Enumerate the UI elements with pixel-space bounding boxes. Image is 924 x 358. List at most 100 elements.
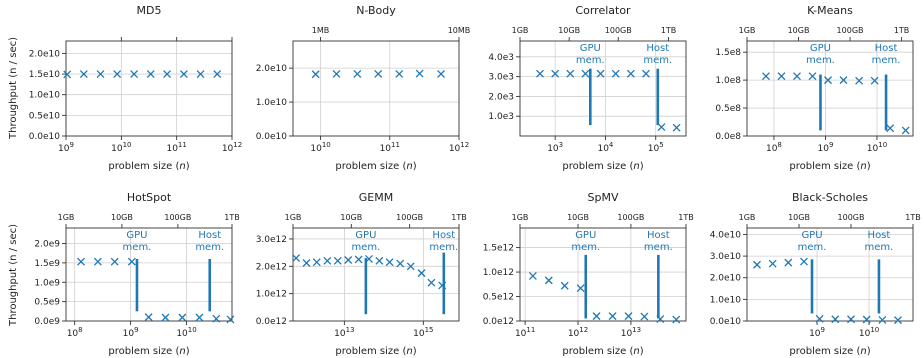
data-point: [831, 315, 840, 324]
chart-title: Correlator: [575, 4, 631, 17]
top-tick-label: 10GB: [558, 26, 580, 35]
plot-frame: [519, 227, 687, 322]
data-point: [815, 314, 824, 323]
x-tick-label: 109: [809, 326, 825, 339]
data-point: [292, 254, 301, 263]
data-point: [417, 269, 426, 278]
y-tick-label: 0.0e10: [256, 132, 288, 142]
x-axis-label: problem size (n): [335, 346, 416, 357]
top-tick-label: 10GB: [567, 213, 589, 222]
data-point: [870, 76, 879, 85]
x-tick-label: 104: [597, 141, 613, 154]
top-tick-label: 1TB: [451, 213, 466, 222]
data-point: [438, 281, 447, 290]
data-point: [566, 69, 575, 78]
memory-limit-label: GPU: [126, 230, 147, 241]
data-point: [63, 70, 72, 79]
data-point: [592, 312, 601, 321]
data-point: [213, 70, 222, 79]
top-tick-label: 100GB: [164, 213, 191, 222]
data-point: [375, 256, 384, 265]
y-tick-label: 0.5e12: [483, 293, 514, 303]
data-point: [777, 72, 786, 81]
top-tick-label: 1GB: [512, 26, 529, 35]
data-point: [768, 259, 777, 268]
chart-gemm: GEMM 1013 1015 1GB 10GB 100GB 1TB 0.0e12 1.0e12 2…: [256, 191, 467, 357]
data-point: [374, 69, 383, 78]
top-tick-label: 1GB: [739, 26, 756, 35]
top-tick-label: 10GB: [788, 26, 810, 35]
memory-limit-label: mem.: [195, 242, 224, 253]
memory-limit-label: mem.: [571, 242, 600, 253]
chart-title: HotSpot: [127, 191, 172, 204]
y-tick-label: 1.0e9: [34, 278, 60, 288]
data-point: [178, 313, 187, 322]
top-tick-label: 100GB: [838, 213, 865, 222]
data-point: [311, 70, 320, 79]
y-tick-label: 1.5e9: [34, 259, 60, 269]
data-point: [437, 69, 445, 78]
memory-limit-label: Host: [647, 230, 670, 241]
y-tick-label: 1.0e12: [256, 290, 287, 300]
data-point: [657, 123, 666, 132]
memory-limit-label: GPU: [580, 43, 601, 54]
x-axis-label: problem size (n): [562, 346, 643, 357]
memory-limit-label: Host: [868, 230, 891, 241]
data-point: [77, 257, 85, 266]
data-point: [855, 76, 864, 85]
data-point: [626, 69, 635, 78]
y-tick-label: 2.0e10: [710, 274, 742, 284]
data-point: [96, 70, 105, 79]
x-tick-label: 1013: [334, 326, 354, 339]
data-point: [93, 257, 102, 266]
y-tick-label: 4.0e3: [488, 53, 514, 63]
data-point: [332, 69, 341, 78]
y-tick-label: 1.0e10: [256, 98, 288, 108]
x-axis-label: problem size (n): [562, 161, 643, 172]
y-tick-label: 0.5e8: [715, 104, 741, 114]
top-tick-label: 1TB: [224, 213, 239, 222]
y-tick-label: 4.0e10: [710, 230, 742, 240]
memory-limit-label: Host: [875, 43, 898, 54]
data-point: [354, 255, 363, 264]
data-point: [146, 70, 155, 79]
data-point: [179, 70, 188, 79]
chart-md5: MD5 109 1010 1011 1012 0.0e10 0.5e10 1.0e10 1.5e…: [29, 4, 243, 172]
memory-limit-label: mem.: [429, 242, 458, 253]
top-tick-label: 1GB: [739, 213, 756, 222]
top-tick-label: 10GB: [111, 213, 133, 222]
top-tick-label: 1GB: [285, 213, 302, 222]
top-tick-label: 10GB: [340, 213, 362, 222]
data-point: [901, 126, 910, 135]
data-point: [195, 313, 204, 322]
top-tick-label: 100GB: [605, 26, 632, 35]
memory-limit-label: mem.: [123, 242, 152, 253]
memory-limit-label: mem.: [576, 55, 605, 66]
y-tick-label: 0.5e10: [29, 111, 61, 121]
x-tick-label: 105: [648, 141, 664, 154]
x-tick-label: 1012: [449, 141, 469, 154]
data-point: [415, 69, 424, 78]
data-point: [886, 124, 895, 133]
data-point: [312, 258, 321, 267]
data-point: [799, 257, 808, 266]
data-point: [395, 69, 404, 78]
chart-k-means: K-Means 108 109 1010 1GB 10GB 100GB 1TB 0.0e8 0.5…: [715, 4, 914, 172]
chart-title: MD5: [137, 4, 162, 17]
data-point: [333, 256, 342, 265]
top-tick-label: 10GB: [788, 213, 810, 222]
y-tick-label: 1.0e10: [710, 295, 742, 305]
plot-frame: [65, 227, 233, 322]
data-point: [624, 312, 633, 321]
memory-limit-label: mem.: [644, 242, 673, 253]
memory-limit-label: GPU: [575, 230, 596, 241]
chart-title: N-Body: [356, 4, 396, 17]
data-point: [672, 315, 681, 324]
data-point: [808, 72, 817, 81]
y-tick-label: 2.0e10: [29, 49, 61, 59]
x-tick-label: 109: [818, 141, 834, 154]
x-axis-label: problem size (n): [335, 161, 416, 172]
x-axis-label: problem size (n): [108, 346, 189, 357]
y-tick-label: 3.0e10: [710, 252, 742, 262]
data-point: [212, 314, 221, 323]
